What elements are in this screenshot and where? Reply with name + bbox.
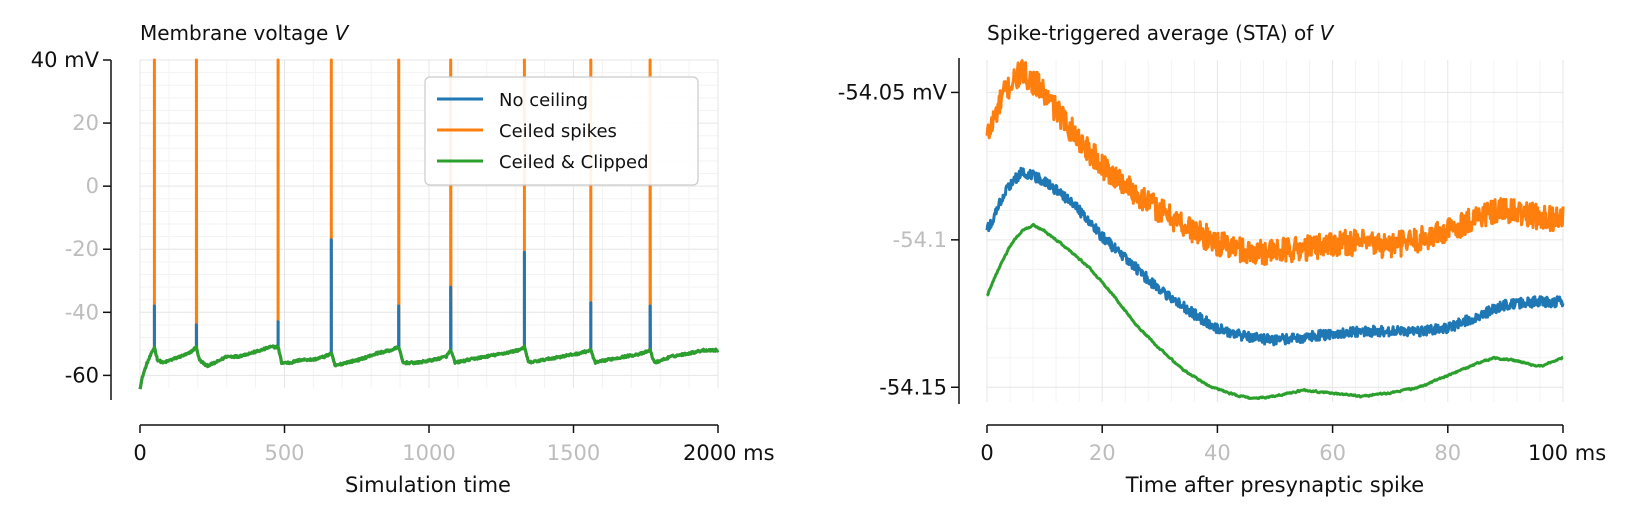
- legend-label: Ceiled & Clipped: [499, 152, 649, 173]
- y-tick-label: -54.1: [893, 228, 947, 252]
- chart-title: Spike-triggered average (STA) of V: [987, 21, 1335, 45]
- chart-title: Membrane voltage V: [140, 21, 350, 45]
- membrane-voltage-chart: Membrane voltage V Simulation time 0 500 1…: [31, 21, 775, 497]
- x-tick-label: 2000 ms: [683, 441, 775, 465]
- x-tick-label: 1500: [547, 441, 600, 465]
- x-tick-label: 1000: [402, 441, 455, 465]
- x-tick-label: 40: [1204, 441, 1231, 465]
- x-tick-label: 60: [1319, 441, 1346, 465]
- y-tick-label: 20: [72, 111, 99, 135]
- legend-label: Ceiled spikes: [499, 121, 617, 142]
- y-tick-label: 0: [86, 174, 99, 198]
- series-line-ceiled-clipped: [985, 223, 1564, 401]
- x-tick-label: 80: [1434, 441, 1461, 465]
- y-tick-label: 40 mV: [31, 48, 100, 72]
- y-tick-label: -54.05 mV: [838, 80, 948, 104]
- legend: No ceiling Ceiled spikes Ceiled & Clippe…: [424, 76, 699, 186]
- y-tick-label: -20: [65, 237, 99, 261]
- x-tick-label: 100 ms: [1528, 441, 1606, 465]
- sta-chart: Spike-triggered average (STA) of V Time …: [838, 21, 1606, 497]
- series-line-no-ceiling: [985, 166, 1565, 347]
- legend-box: [424, 76, 699, 186]
- x-axis-label: Time after presynaptic spike: [1125, 473, 1424, 497]
- x-tick-label: 0: [980, 441, 993, 465]
- series-line-ceiled-spikes: [985, 59, 1565, 266]
- y-tick-label: -40: [65, 300, 99, 324]
- x-axis-label: Simulation time: [345, 473, 511, 497]
- x-tick-label: 0: [133, 441, 146, 465]
- x-tick-label: 500: [264, 441, 304, 465]
- series-line-ceiled-clipped: [138, 344, 720, 390]
- y-tick-label: -54.15: [879, 375, 947, 399]
- y-tick-label: -60: [65, 363, 99, 387]
- x-tick-label: 20: [1089, 441, 1116, 465]
- legend-label: No ceiling: [499, 90, 588, 111]
